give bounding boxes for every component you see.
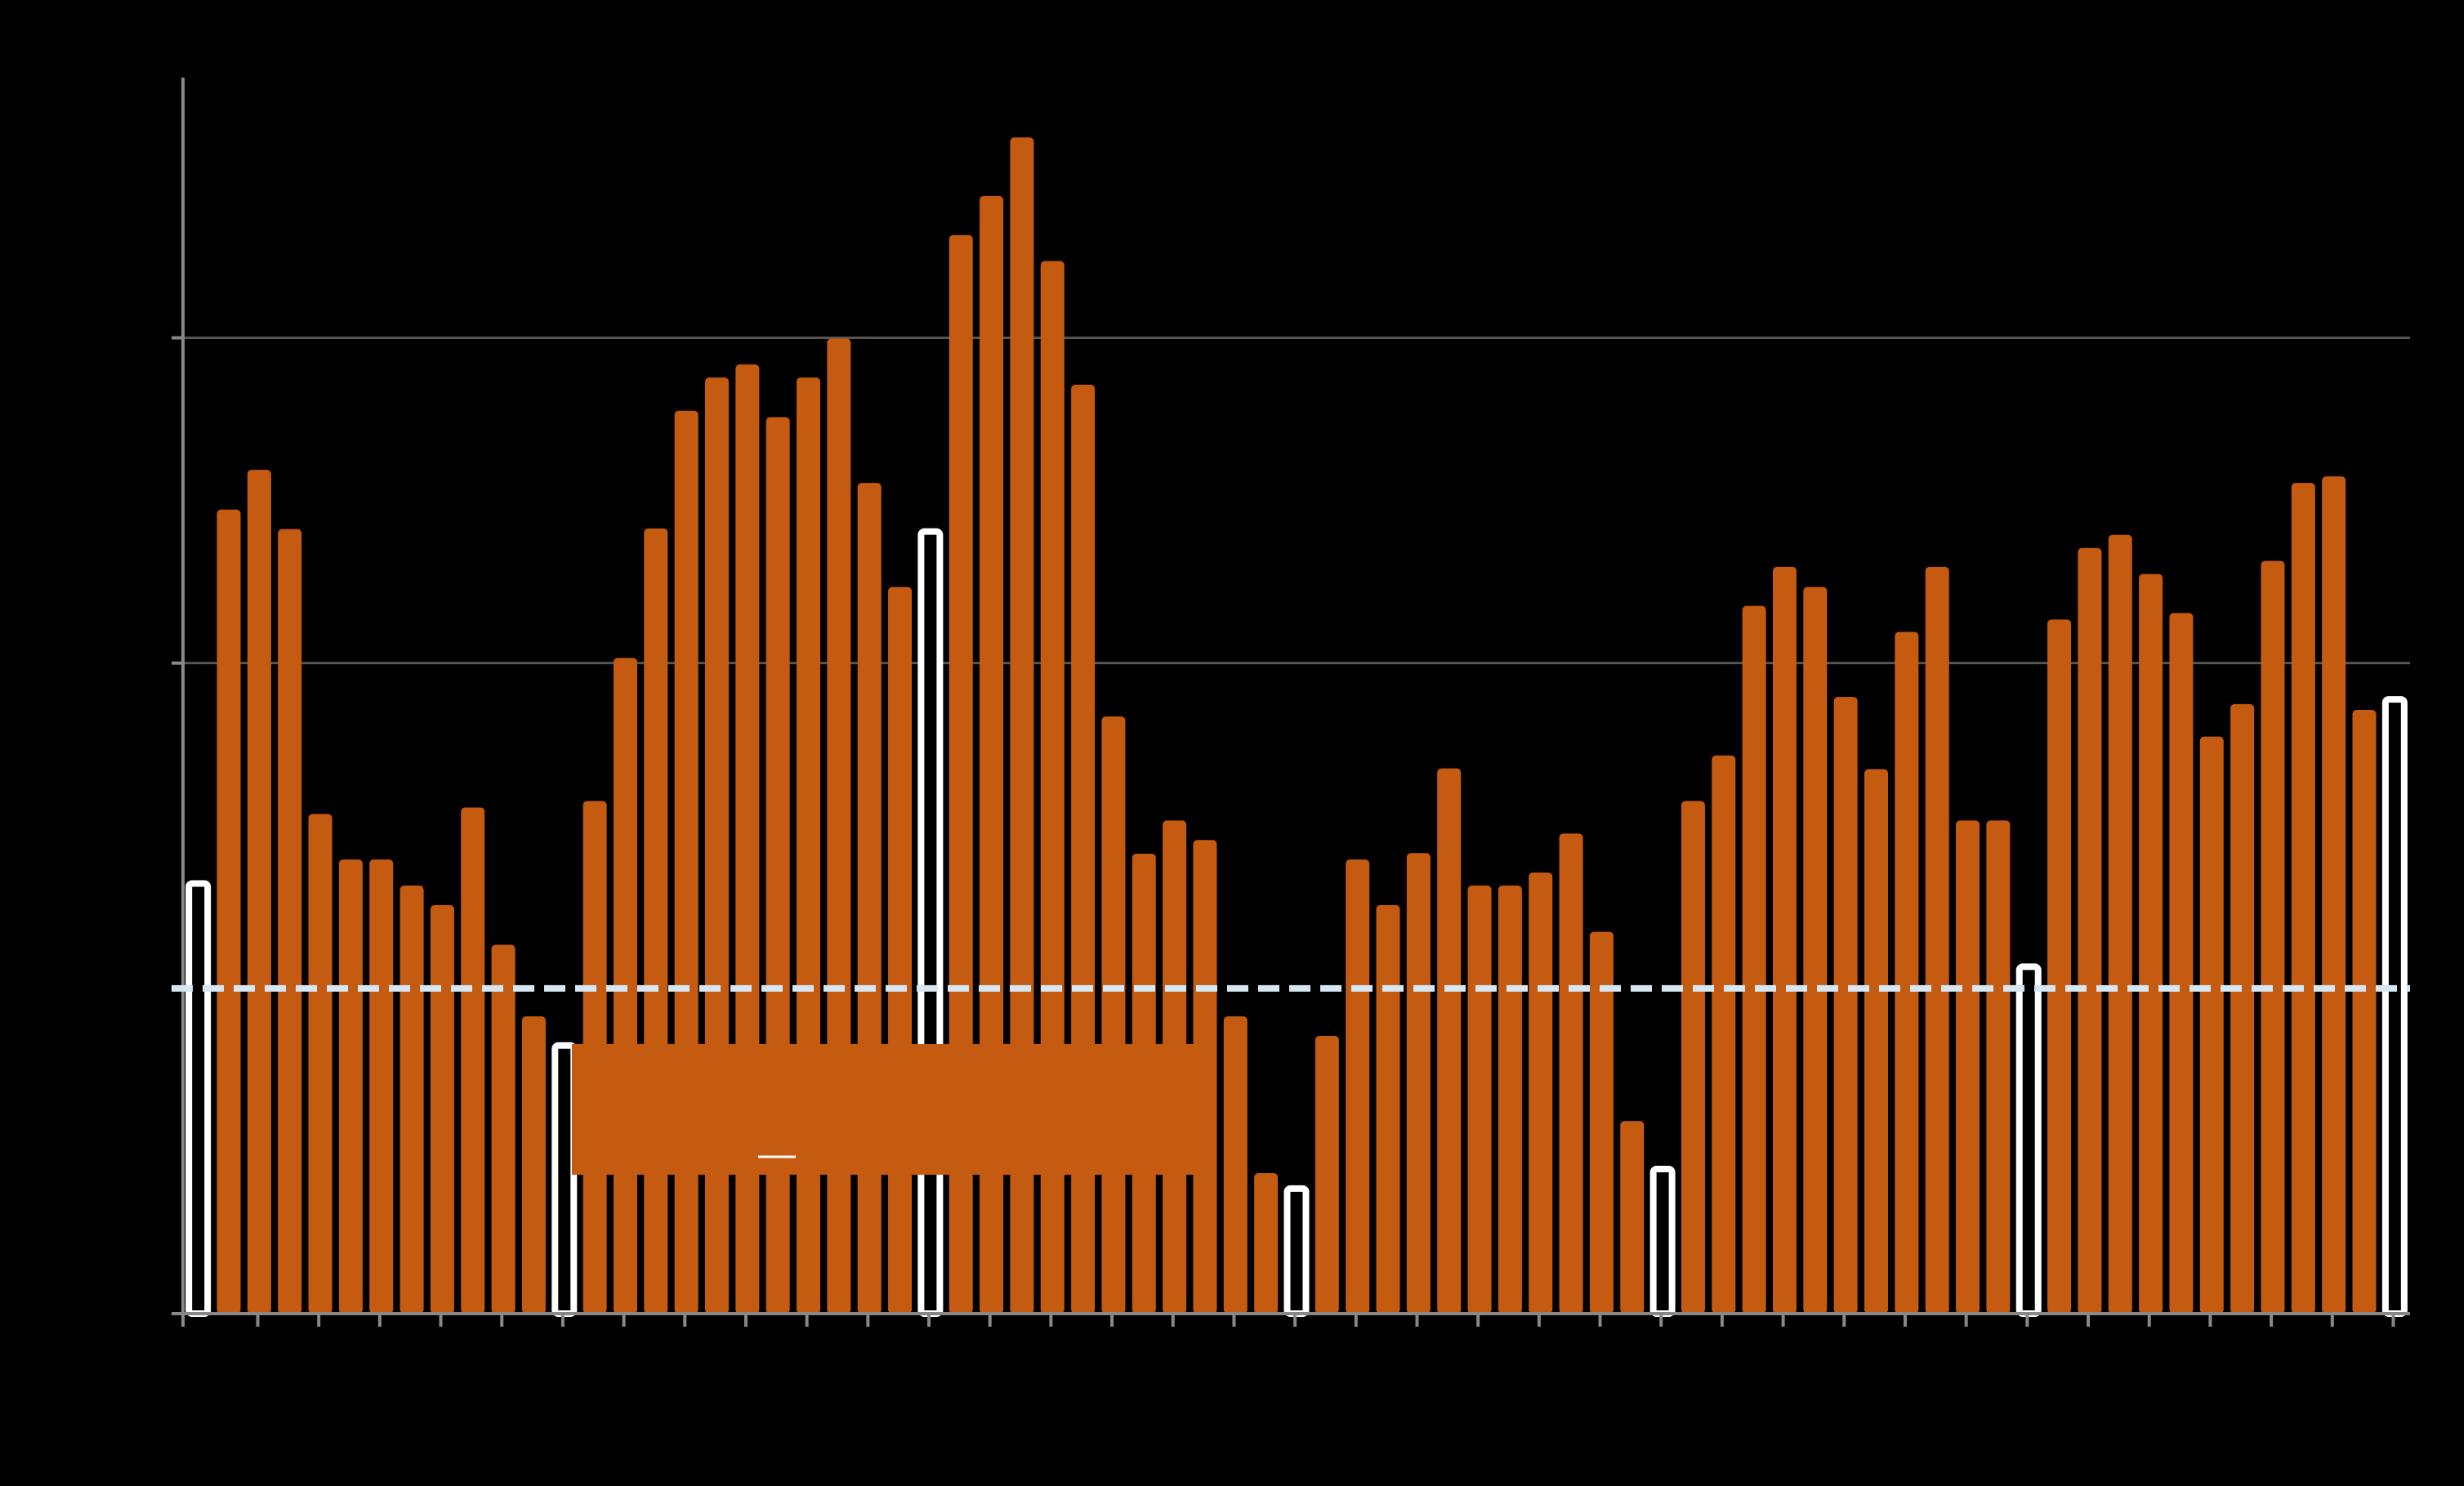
- bar: [674, 410, 699, 1314]
- bar: [1315, 1035, 1339, 1314]
- bar: [338, 859, 363, 1314]
- bar: [1772, 566, 1797, 1314]
- bar: [430, 904, 454, 1314]
- bar: [980, 195, 1004, 1314]
- bar: [2322, 476, 2346, 1314]
- bar: [2291, 483, 2315, 1314]
- bar: [2261, 560, 2285, 1314]
- legend-box: [572, 1044, 1214, 1175]
- bar: [400, 886, 424, 1314]
- bar: [1254, 1172, 1279, 1314]
- bar: [1864, 769, 1889, 1314]
- bar: [1223, 1016, 1248, 1314]
- bar: [2199, 736, 2224, 1314]
- bar: [1437, 768, 1462, 1314]
- highlight-bar: [917, 528, 944, 1317]
- bar: [1833, 697, 1858, 1314]
- bar: [278, 529, 302, 1314]
- bar: [1529, 872, 1553, 1314]
- bar: [1376, 904, 1400, 1314]
- legend: [572, 1044, 1214, 1175]
- bar: [1925, 566, 1949, 1314]
- bar: [2108, 534, 2132, 1314]
- bar: [2352, 710, 2377, 1314]
- bar: [521, 1016, 546, 1314]
- bar: [949, 234, 973, 1314]
- bar: [1803, 587, 1828, 1314]
- bar: [644, 528, 668, 1314]
- bar: [1742, 605, 1766, 1314]
- bar: [491, 944, 516, 1314]
- bar: [1620, 1121, 1645, 1314]
- highlight-bar: [2381, 696, 2408, 1317]
- bar: [2230, 703, 2255, 1314]
- bar: [1895, 631, 1919, 1314]
- highlight-bar: [1283, 1185, 1310, 1318]
- bar: [888, 587, 913, 1314]
- highlight-bar: [2015, 963, 2042, 1317]
- bar: [247, 470, 271, 1314]
- bar: [2078, 547, 2102, 1314]
- bar: [1498, 886, 1522, 1314]
- bar: [2047, 619, 2072, 1314]
- bar: [369, 859, 394, 1314]
- axes: [172, 78, 2410, 1327]
- bar: [1406, 853, 1431, 1314]
- bar: [308, 814, 333, 1314]
- bar: [1346, 859, 1370, 1314]
- highlight-bar: [185, 880, 212, 1317]
- bar: [2139, 573, 2163, 1314]
- bar: [1986, 820, 2011, 1314]
- bar: [1101, 716, 1126, 1314]
- bar: [1559, 833, 1583, 1314]
- highlight-bar: [1649, 1166, 1676, 1317]
- bar: [766, 417, 790, 1314]
- bar: [1467, 886, 1492, 1314]
- highlight-bar: [551, 1042, 578, 1318]
- bar: [461, 807, 485, 1314]
- bar: [1010, 137, 1034, 1314]
- bar: [857, 483, 882, 1314]
- bar: [1956, 820, 1980, 1314]
- bars: [185, 137, 2408, 1318]
- bar: [1589, 931, 1614, 1314]
- bar: [216, 509, 241, 1314]
- gridlines: [183, 337, 2410, 665]
- bar: [1681, 801, 1705, 1314]
- bar: [2169, 613, 2194, 1314]
- bar: [1712, 755, 1736, 1314]
